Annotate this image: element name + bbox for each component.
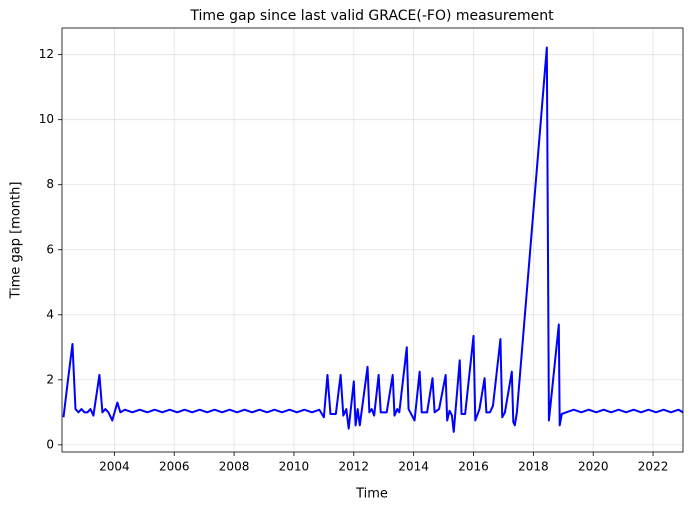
plot-frame bbox=[61, 27, 684, 453]
y-tick-label: 12 bbox=[39, 47, 54, 61]
x-tick-label: 2008 bbox=[219, 460, 250, 474]
y-tick-label: 6 bbox=[46, 242, 54, 256]
x-tick-label: 2006 bbox=[159, 460, 190, 474]
x-tick-label: 2022 bbox=[638, 460, 669, 474]
x-tick-label: 2004 bbox=[99, 460, 130, 474]
y-tick-label: 4 bbox=[46, 307, 54, 321]
y-axis-label: Time gap [month] bbox=[9, 182, 24, 300]
chart-title: Time gap since last valid GRACE(-FO) mea… bbox=[189, 8, 554, 24]
x-tick-label: 2016 bbox=[458, 460, 489, 474]
y-tick-label: 8 bbox=[46, 177, 54, 191]
x-tick-label: 2010 bbox=[279, 460, 310, 474]
y-tick-label: 2 bbox=[46, 372, 54, 386]
x-axis-label: Time bbox=[355, 487, 388, 502]
x-tick-label: 2018 bbox=[518, 460, 549, 474]
y-tick-label: 0 bbox=[46, 437, 54, 451]
x-tick-label: 2020 bbox=[578, 460, 609, 474]
data-line bbox=[62, 46, 683, 433]
x-tick-label: 2012 bbox=[339, 460, 370, 474]
x-tick-label: 2014 bbox=[398, 460, 429, 474]
y-tick-label: 10 bbox=[39, 112, 54, 126]
